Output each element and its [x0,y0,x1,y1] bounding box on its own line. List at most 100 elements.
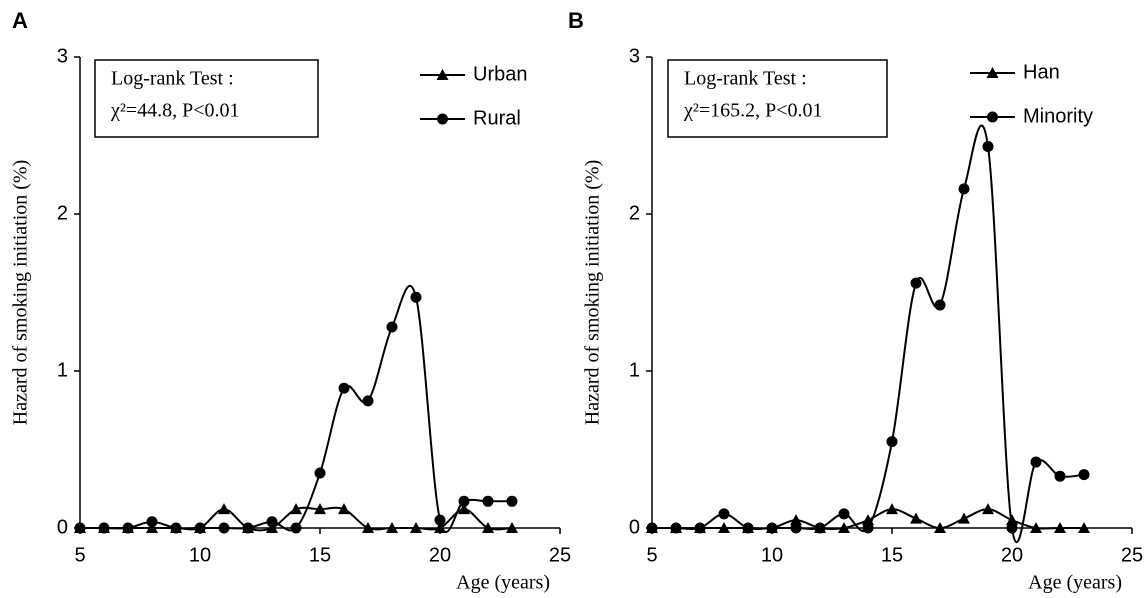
x-tick-label: 20 [429,544,451,566]
marker [338,503,350,515]
marker [1006,514,1018,526]
annotation: Log-rank Test : [684,68,807,90]
x-tick-label: 25 [549,544,571,566]
marker [290,522,302,534]
marker [790,522,802,534]
y-tick-label: 2 [57,202,68,224]
marker [122,522,134,534]
series-line [80,285,512,533]
y-tick-label: 1 [57,359,68,381]
y-tick-label: 1 [629,359,640,381]
marker [506,522,518,533]
marker [718,522,730,533]
marker [694,522,706,534]
marker [314,503,326,515]
marker [362,395,374,407]
annotation-box [94,59,319,138]
marker [1054,522,1066,533]
marker [838,522,850,533]
marker [218,503,230,515]
legend-marker [436,69,449,80]
marker [1078,469,1090,481]
y-tick-label: 2 [629,202,640,224]
marker [146,522,158,533]
marker [1006,522,1018,534]
marker [98,522,110,534]
marker [958,512,970,524]
marker [74,522,86,534]
marker [1078,522,1090,533]
marker [910,277,922,289]
annotation: χ²=165.2, P<0.01 [683,100,823,122]
marker [646,522,658,534]
y-tick-label: 0 [57,516,68,538]
marker [266,522,278,533]
marker [670,522,682,534]
marker [1030,522,1042,533]
annotation: Log-rank Test : [111,68,234,90]
annotation-box [667,59,888,138]
marker [838,508,850,520]
marker [434,514,446,526]
y-tick-label: 0 [629,516,640,538]
marker [194,522,206,534]
legend-label: Minority [1023,105,1093,127]
legend-label: Han [1023,61,1060,83]
marker [742,522,754,534]
legend-marker [987,111,998,123]
legend-label: Urban [473,63,527,85]
marker [386,522,398,533]
marker [1030,456,1042,468]
x-tick-label: 15 [881,544,903,566]
x-tick-label: 25 [1121,544,1143,566]
x-tick-label: 10 [761,544,783,566]
x-tick-label: 5 [646,544,657,566]
marker [934,522,946,533]
x-axis-label: Age (years) [456,572,550,594]
y-tick-label: 3 [629,45,640,67]
marker [290,503,302,515]
marker [218,522,230,534]
x-tick-label: 5 [74,544,85,566]
panel-label: A [12,8,28,33]
x-tick-label: 15 [309,544,331,566]
marker [482,522,494,533]
x-axis-label: Age (years) [1028,572,1122,594]
y-axis-label: Hazard of smoking initiation (%) [10,160,32,426]
marker [506,495,518,507]
marker [410,291,422,303]
marker [790,514,802,526]
marker [982,503,994,515]
marker [1054,470,1066,482]
marker [482,495,494,507]
legend-marker [986,67,999,78]
marker [718,508,730,520]
marker [386,321,398,333]
marker [410,522,422,533]
y-axis-label: Hazard of smoking initiation (%) [582,160,604,426]
series-line [652,124,1085,544]
legend-marker [437,113,448,125]
marker [266,516,278,528]
marker [934,299,946,311]
y-tick-label: 3 [57,45,68,67]
marker [814,522,826,534]
marker [146,516,158,528]
marker [958,183,970,195]
annotation: χ²=44.8, P<0.01 [110,100,240,122]
marker [242,522,254,534]
x-tick-label: 10 [189,544,211,566]
marker [458,495,470,507]
marker [314,467,326,479]
marker [862,522,874,534]
marker [886,436,898,448]
legend-label: Rural [473,107,521,129]
panel-label: B [568,8,584,33]
marker [766,522,778,534]
marker [982,140,994,152]
marker [886,503,898,515]
marker [362,522,374,533]
marker [338,382,350,394]
x-tick-label: 20 [1001,544,1023,566]
